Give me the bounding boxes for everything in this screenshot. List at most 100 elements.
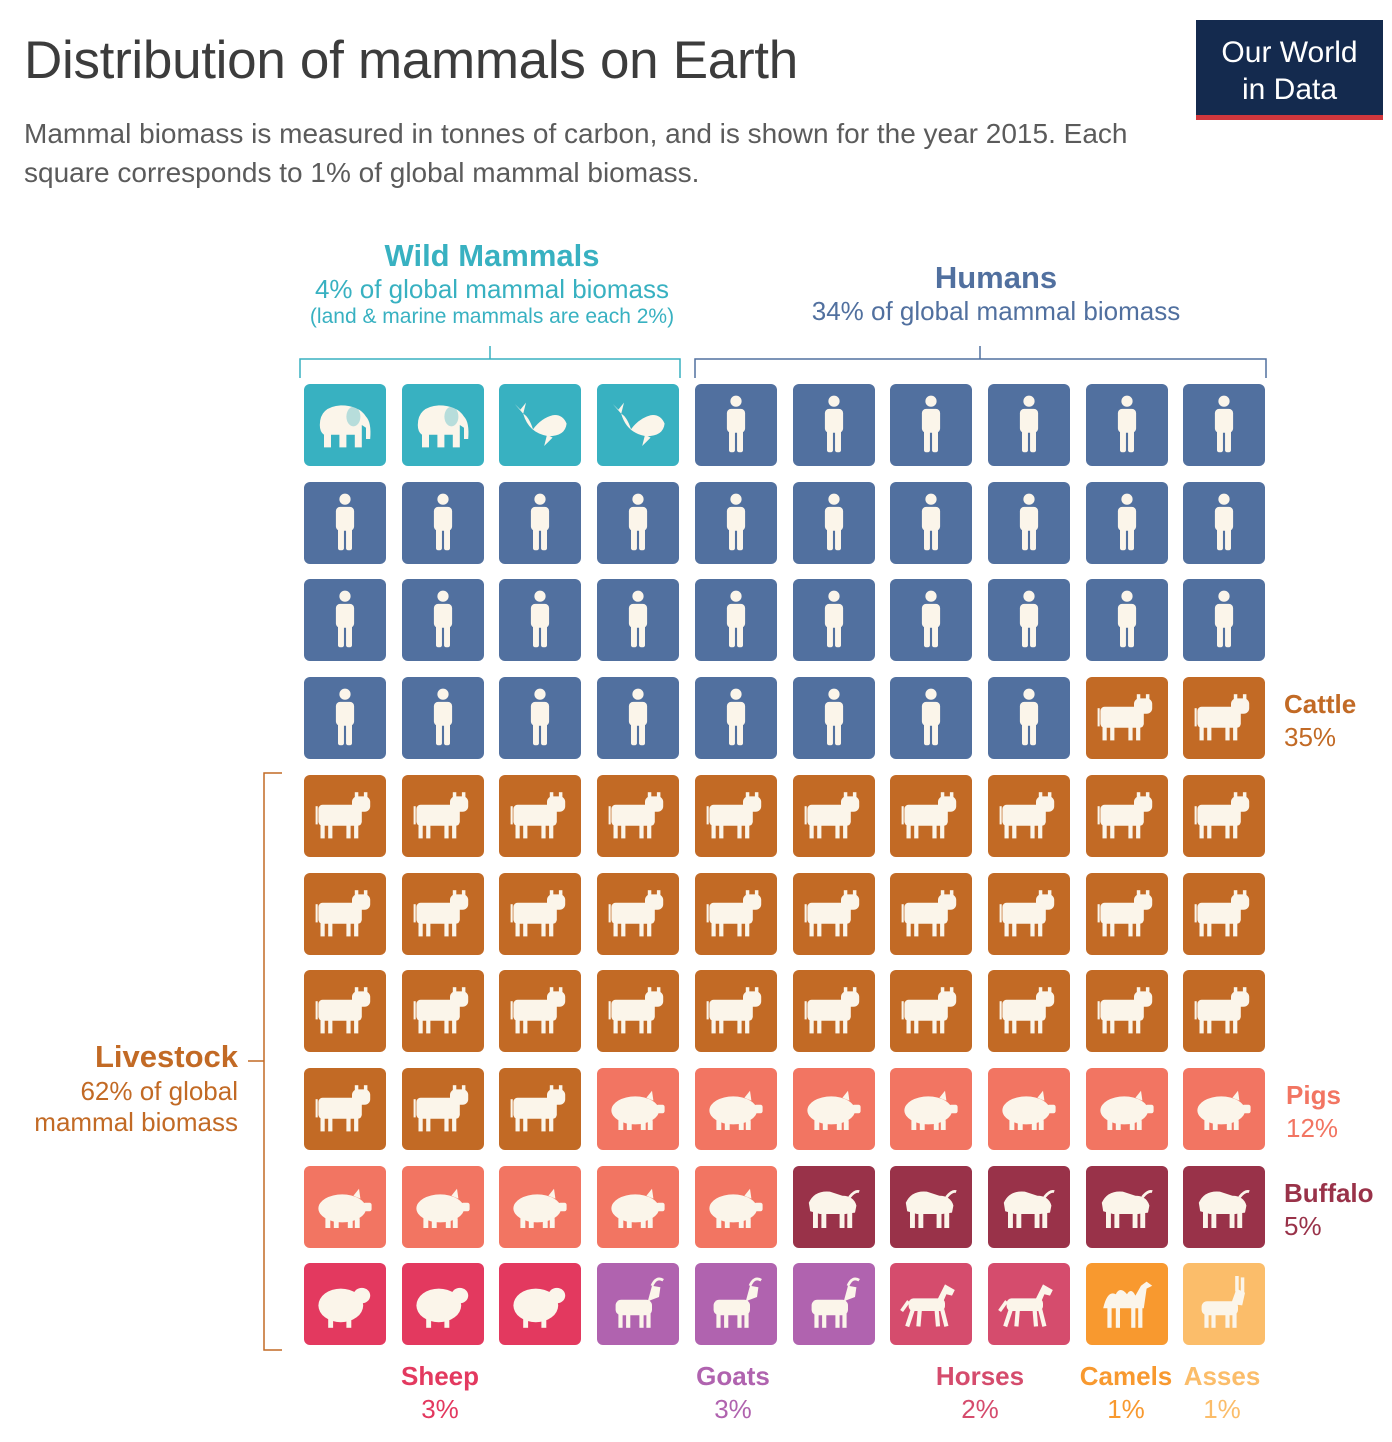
person-icon (433, 688, 452, 746)
buffalo-icon (1003, 1189, 1055, 1228)
person-tile (890, 579, 973, 662)
cow-icon (1194, 889, 1250, 936)
cow-icon (1097, 987, 1152, 1034)
humans-bracket (694, 346, 1267, 378)
buffalo-tile (1085, 1165, 1168, 1248)
buffalo-icon (1199, 1189, 1250, 1228)
person-icon (628, 688, 648, 746)
person-icon (1215, 493, 1234, 550)
person-icon (1215, 395, 1234, 453)
person-tile (987, 384, 1070, 466)
person-tile (304, 677, 386, 760)
buffalo-tile (890, 1165, 973, 1248)
sheep-pct: 3% (421, 1394, 459, 1424)
cow-icon (1097, 791, 1152, 839)
asses-pct: 1% (1203, 1394, 1241, 1424)
camel-tile (1085, 1263, 1168, 1346)
person-icon (1019, 395, 1038, 453)
cow-tile (987, 970, 1070, 1053)
cow-icon (315, 987, 371, 1034)
elephant-icon (319, 405, 371, 448)
asses-label: Asses 1% (1162, 1360, 1282, 1426)
pig-tile (1085, 1067, 1168, 1150)
cow-icon (1194, 694, 1250, 741)
horses-name: Horses (935, 1361, 1025, 1391)
cow-tile (401, 872, 484, 955)
pig-icon (513, 1188, 567, 1228)
person-tile (694, 481, 777, 564)
cow-tile (1183, 872, 1266, 955)
pigs-pct: 12% (1286, 1113, 1339, 1143)
pig-tile (597, 1165, 680, 1248)
person-icon (335, 590, 355, 648)
pig-icon (416, 1188, 470, 1228)
goat-icon (713, 1277, 762, 1329)
person-tile (987, 481, 1070, 564)
cow-tile (499, 1067, 582, 1150)
person-tile (694, 677, 777, 760)
cow-tile (304, 970, 386, 1053)
pigs-label: Pigs 12% (1286, 1079, 1341, 1145)
livestock-share-1: 62% of global (80, 1076, 238, 1106)
cow-icon (1097, 694, 1152, 741)
person-icon (1117, 493, 1136, 550)
whale-tile (499, 384, 582, 466)
person-icon (1019, 688, 1038, 746)
pig-icon (904, 1090, 958, 1130)
goat-icon (615, 1277, 665, 1329)
sheep-tile (499, 1263, 582, 1346)
person-icon (922, 395, 941, 453)
sheep-icon (416, 1288, 468, 1329)
person-icon (531, 688, 550, 746)
whale-tile (597, 384, 680, 466)
cow-tile (1183, 970, 1266, 1053)
pig-icon (806, 1090, 861, 1130)
person-tile (1183, 384, 1266, 466)
cow-icon (510, 1085, 566, 1132)
buffalo-icon (808, 1189, 860, 1228)
cow-tile (304, 1067, 386, 1150)
person-tile (304, 579, 386, 662)
camel-icon (1102, 1281, 1152, 1329)
pig-icon (611, 1090, 665, 1130)
pig-tile (890, 1067, 973, 1150)
pig-tile (401, 1165, 484, 1248)
goats-label: Goats 3% (673, 1360, 793, 1426)
cow-icon (315, 791, 371, 839)
cow-tile (987, 774, 1070, 857)
cow-tile (1085, 970, 1168, 1053)
humans-share: 34% of global mammal biomass (811, 296, 1181, 326)
person-icon (726, 493, 745, 550)
owid-logo[interactable]: Our World in Data (1196, 20, 1383, 120)
elephant-icon (417, 405, 469, 448)
person-icon (1117, 590, 1136, 648)
sheep-tile (401, 1263, 484, 1346)
cow-icon (804, 987, 859, 1034)
whale-icon (612, 402, 665, 446)
person-icon (531, 493, 550, 550)
person-tile (304, 481, 386, 564)
pig-icon (1197, 1090, 1251, 1130)
wild-mammals-share: 4% of global mammal biomass (314, 274, 670, 304)
pig-icon (1099, 1090, 1154, 1130)
cow-icon (413, 791, 468, 839)
cow-tile (890, 970, 973, 1053)
cow-tile (401, 774, 484, 857)
cow-icon (901, 987, 957, 1034)
sheep-tile (304, 1263, 386, 1346)
cow-tile (890, 872, 973, 955)
person-icon (922, 493, 941, 550)
wild-mammals-title: Wild Mammals (384, 238, 600, 273)
cow-tile (304, 774, 386, 857)
person-tile (890, 481, 973, 564)
person-icon (726, 688, 745, 746)
person-tile (890, 384, 973, 466)
person-icon (335, 688, 355, 746)
sheep-icon (513, 1288, 566, 1329)
person-tile (401, 677, 484, 760)
wild-mammals-note: (land & marine mammals are each 2%) (309, 305, 675, 328)
livestock-label: Livestock 62% of global mammal biomass (20, 1038, 238, 1138)
person-icon (531, 590, 550, 648)
person-icon (726, 590, 745, 648)
cattle-label: Cattle 35% (1284, 688, 1356, 754)
